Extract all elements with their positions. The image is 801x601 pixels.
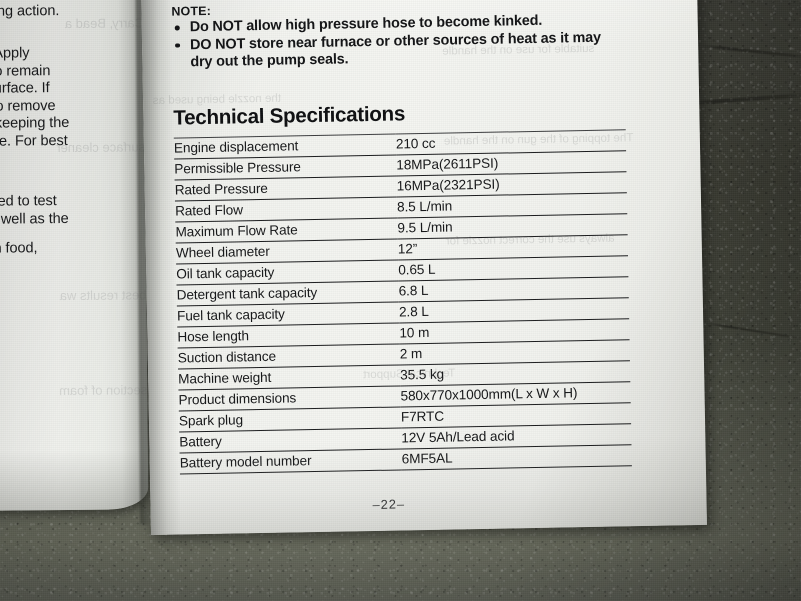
left-page-text-line: nt to remain (0, 62, 51, 80)
left-page-text-line: with food, (0, 240, 38, 257)
left-page-text-block: eaned to test , as well as the (0, 192, 124, 228)
right-page-bottom-shading (149, 434, 707, 536)
left-page-text-block: o move the utting action. (0, 0, 128, 21)
left-page-text-line: rface. For best (0, 132, 68, 150)
left-page-text-line: utting action. (0, 2, 60, 20)
bullet-icon (175, 43, 180, 48)
note-list-item: DO NOT store near furnace or other sourc… (172, 28, 663, 72)
note-block: NOTE: Do NOT allow high pressure hose to… (171, 0, 662, 72)
left-page-verso: Carry, Bead a surface cleaner best resul… (0, 0, 149, 511)
left-page-text-line: d) to remove (0, 97, 56, 115)
left-page-text-line: on keeping the (0, 115, 70, 132)
left-page-text-line: er. Apply (0, 45, 30, 62)
left-page-text-line: , as well as the (0, 210, 69, 228)
left-page-text-line: n surface. If (0, 80, 50, 97)
specifications-table: Engine displacement 210 cc Permissible P… (173, 129, 632, 474)
left-page-bottom-shading (0, 449, 149, 511)
bullet-icon (174, 25, 180, 31)
right-page-recto: suitable for use on the handle The toppi… (141, 0, 707, 536)
section-title: Technical Specifications (173, 102, 406, 130)
left-page-text-block: with food, (0, 239, 126, 258)
left-page-text-line: eaned to test (0, 193, 57, 210)
left-page-text-block: er. Apply nt to remain n surface. If d) … (0, 44, 125, 151)
note-list: Do NOT allow high pressure hose to becom… (172, 11, 663, 73)
